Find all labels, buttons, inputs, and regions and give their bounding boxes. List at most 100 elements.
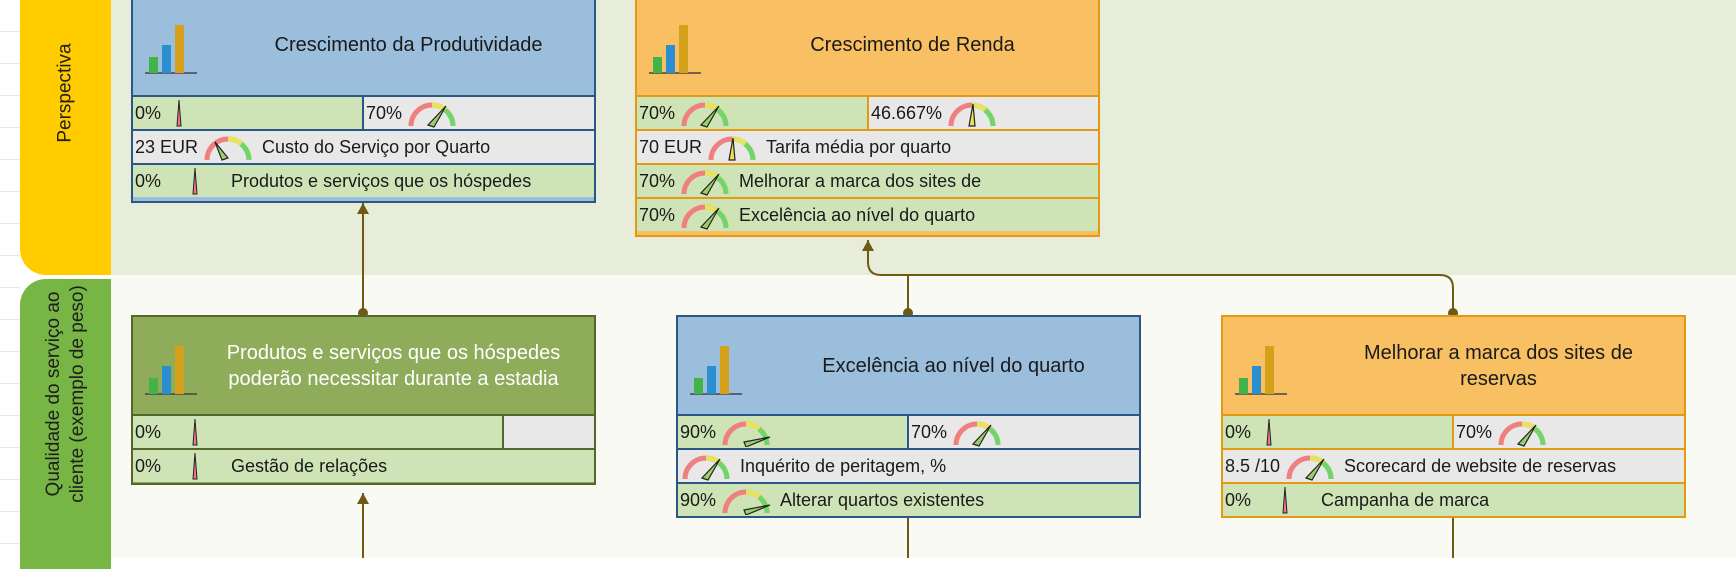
arrow-head xyxy=(862,240,874,251)
card-crescimento-produtividade[interactable]: Crescimento da Produtividade 0% 70% 23 E… xyxy=(131,0,596,203)
kpi-cell: 0% xyxy=(133,416,502,448)
bar-chart-icon xyxy=(145,25,197,74)
card-title: Excelência ao nível do quarto xyxy=(822,354,1085,377)
arrow-head xyxy=(357,493,369,504)
card-excelencia-quarto[interactable]: Excelência ao nível do quarto 90% 70% In… xyxy=(676,315,1141,518)
kpi-label: Tarifa média por quarto xyxy=(766,136,952,157)
kpi-value: 70% xyxy=(366,102,403,123)
kpi-cell: 70% xyxy=(362,97,594,129)
gauge-icon xyxy=(204,136,252,161)
kpi-cell: 23 EUR Custo do Serviço por Quarto xyxy=(133,131,490,163)
gauge-icon xyxy=(953,421,1001,447)
card-produtos-servicos[interactable]: Produtos e serviços que os hóspedes pode… xyxy=(131,315,596,485)
kpi-cell: 0% xyxy=(133,97,362,129)
kpi-value: 70% xyxy=(639,170,676,191)
kpi-row: 0% Campanha de marca xyxy=(1223,482,1684,516)
kpi-label: Produtos e serviços que os hóspedes xyxy=(231,170,532,191)
kpi-value: 0% xyxy=(135,102,162,123)
kpi-value: 70% xyxy=(639,204,676,225)
kpi-value: 0% xyxy=(1225,489,1252,510)
gauge-icon xyxy=(681,102,729,128)
kpi-cell: 0% Gestão de relações xyxy=(133,450,387,482)
needle-icon xyxy=(1266,418,1272,446)
kpi-cell: Inquérito de peritagem, % xyxy=(678,450,946,482)
gauge-icon xyxy=(408,102,456,128)
kpi-label: Alterar quartos existentes xyxy=(780,489,985,510)
kpi-row: 0% Gestão de relações xyxy=(133,448,594,482)
kpi-cell: 0% Produtos e serviços que os hóspedes xyxy=(133,165,531,197)
card-title-line2: poderão necessitar durante a estadia xyxy=(228,367,559,390)
kpi-cell: 46.667% xyxy=(867,97,1098,129)
kpi-label: Melhorar a marca dos sites de xyxy=(739,170,982,191)
kpi-cell: 0% xyxy=(1223,416,1452,448)
needle-icon xyxy=(1282,486,1288,514)
kpi-value: 70 EUR xyxy=(639,136,703,157)
kpi-row: 23 EUR Custo do Serviço por Quarto xyxy=(133,129,594,163)
kpi-cell: 90% xyxy=(678,416,907,448)
card-title-line1: Melhorar a marca dos sites de xyxy=(1363,341,1633,364)
kpi-row: 8.5 /10 Scorecard de website de reservas xyxy=(1223,448,1684,482)
needle-icon xyxy=(192,167,198,195)
card-title: Melhorar a marca dos sites de reservas xyxy=(1223,340,1684,392)
kpi-value: 8.5 /10 xyxy=(1225,455,1281,476)
kpi-cell: 70% Excelência ao nível do quarto xyxy=(637,199,975,231)
gauge-icon xyxy=(681,204,729,230)
kpi-row: 70 EUR Tarifa média por quarto xyxy=(637,129,1098,163)
kpi-cell: 0% Campanha de marca xyxy=(1223,484,1489,516)
kpi-label: Excelência ao nível do quarto xyxy=(739,204,976,225)
bar-chart-icon xyxy=(1235,346,1287,395)
lane-label-top: Perspectiva xyxy=(20,0,111,275)
kpi-row: 70% 46.667% xyxy=(637,95,1098,129)
kpi-label: Inquérito de peritagem, % xyxy=(740,455,947,476)
gauge-icon xyxy=(682,455,730,481)
kpi-cell: 70% xyxy=(907,416,1139,448)
needle-icon xyxy=(176,99,182,127)
kpi-value: 70% xyxy=(1456,421,1493,442)
kpi-label: Scorecard de website de reservas xyxy=(1344,455,1617,476)
kpi-label: Custo do Serviço por Quarto xyxy=(262,136,491,157)
card-crescimento-renda[interactable]: Crescimento de Renda 70% 46.667% 70 EUR T… xyxy=(635,0,1100,237)
left-grid xyxy=(0,0,20,558)
kpi-row: 0% 70% xyxy=(1223,414,1684,448)
gauge-icon xyxy=(681,170,729,196)
kpi-value: 23 EUR xyxy=(135,136,199,157)
bar-chart-icon xyxy=(145,346,197,395)
kpi-cell: 70% xyxy=(1452,416,1684,448)
kpi-label: Campanha de marca xyxy=(1321,489,1490,510)
card-title: Crescimento da Produtividade xyxy=(274,33,543,56)
lane-label-bottom: Qualidade do serviço ao cliente (exemplo… xyxy=(20,279,111,569)
kpi-row: 90% Alterar quartos existentes xyxy=(678,482,1139,516)
kpi-value: 90% xyxy=(680,421,717,442)
kpi-cell: 70% xyxy=(637,97,867,129)
kpi-row: 0% Produtos e serviços que os hóspedes xyxy=(133,163,594,197)
kpi-cell: 70 EUR Tarifa média por quarto xyxy=(637,131,951,163)
gauge-icon xyxy=(1498,421,1546,447)
kpi-row: 0% 70% xyxy=(133,95,594,129)
kpi-cell: 70% Melhorar a marca dos sites de xyxy=(637,165,981,197)
kpi-value: 90% xyxy=(680,489,717,510)
kpi-row: 90% 70% xyxy=(678,414,1139,448)
kpi-row: Inquérito de peritagem, % xyxy=(678,448,1139,482)
gauge-icon xyxy=(948,102,996,127)
needle-icon xyxy=(192,418,198,446)
card-title-line1: Produtos e serviços que os hóspedes xyxy=(226,341,561,364)
card-melhorar-marca[interactable]: Melhorar a marca dos sites de reservas 0… xyxy=(1221,315,1686,518)
kpi-value: 46.667% xyxy=(871,102,943,123)
card-title: Crescimento de Renda xyxy=(810,33,1015,56)
gauge-icon xyxy=(722,421,771,447)
gauge-icon xyxy=(1286,455,1334,481)
kpi-row: 0% xyxy=(133,414,594,448)
kpi-cell: 90% Alterar quartos existentes xyxy=(678,484,984,516)
kpi-row: 70% Melhorar a marca dos sites de xyxy=(637,163,1098,197)
gauge-icon xyxy=(722,489,771,515)
bar-chart-icon xyxy=(690,346,742,395)
kpi-value: 0% xyxy=(135,421,162,442)
needle-icon xyxy=(192,452,198,480)
card-title-line2: reservas xyxy=(1460,367,1537,390)
kpi-label: Gestão de relações xyxy=(231,455,388,476)
gauge-icon xyxy=(708,136,756,161)
kpi-value: 0% xyxy=(135,455,162,476)
kpi-value: 70% xyxy=(911,421,948,442)
arrow-head xyxy=(357,203,369,214)
kpi-cell: 8.5 /10 Scorecard de website de reservas xyxy=(1223,450,1616,482)
